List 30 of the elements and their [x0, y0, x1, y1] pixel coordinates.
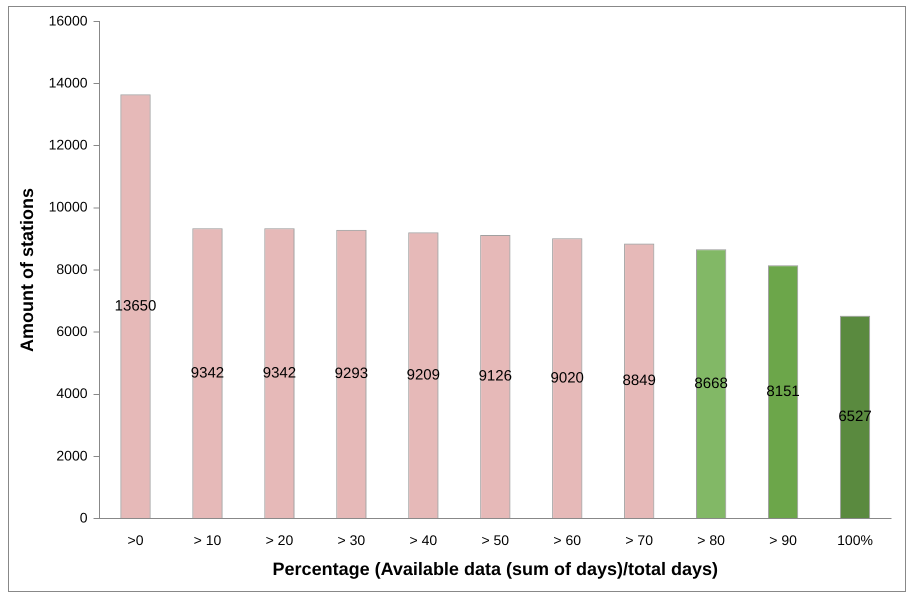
- data-label: 9020: [550, 369, 584, 386]
- y-tick-label: 4000: [56, 385, 88, 402]
- y-tick-label: 12000: [48, 136, 88, 153]
- x-tick-label: > 10: [194, 532, 222, 548]
- data-label: 9293: [334, 365, 368, 382]
- data-label: 9342: [262, 364, 296, 382]
- x-axis-title: Percentage (Available data (sum of days)/total days): [272, 559, 718, 580]
- data-label: 9342: [190, 364, 224, 382]
- y-axis-title: Amount of stations: [16, 188, 37, 352]
- data-label: 8849: [622, 372, 656, 389]
- x-tick-label: > 90: [769, 532, 798, 548]
- data-label: 9209: [406, 366, 440, 384]
- x-tick-label: > 30: [338, 532, 366, 548]
- y-tick-label: 6000: [56, 323, 88, 340]
- y-tick-label: 0: [80, 509, 88, 526]
- x-tick-label: > 40: [409, 532, 438, 548]
- x-tick-label: > 80: [697, 532, 726, 548]
- y-tick-label: 14000: [48, 74, 88, 90]
- data-label: 9126: [478, 368, 512, 385]
- x-tick-label: > 20: [266, 532, 294, 548]
- x-tick-label: > 50: [481, 532, 510, 548]
- y-tick-label: 8000: [56, 260, 88, 277]
- x-tick-label: > 60: [553, 532, 582, 548]
- y-tick-label: 10000: [48, 198, 88, 215]
- y-tick-label: 2000: [56, 447, 88, 464]
- x-tick-label: > 70: [625, 532, 654, 548]
- y-tick-label: 16000: [48, 12, 88, 28]
- x-tick-label: 100%: [837, 532, 873, 548]
- data-label: 13650: [114, 297, 156, 314]
- x-tick-label: >0: [128, 532, 144, 548]
